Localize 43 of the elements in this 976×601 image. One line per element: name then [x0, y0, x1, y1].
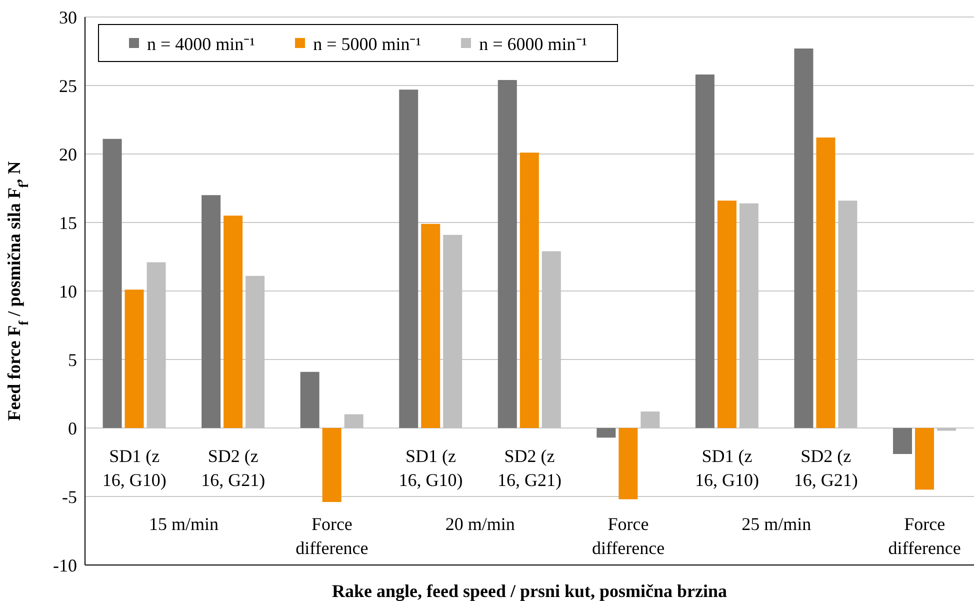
annotation: 20 m/min: [445, 514, 515, 534]
bar: [915, 428, 934, 490]
bar: [893, 428, 912, 454]
bar: [695, 74, 714, 428]
x-tick-label: Force difference: [296, 514, 368, 558]
annotation: 15 m/min: [149, 514, 219, 534]
bar: [618, 428, 638, 500]
bar: [498, 80, 517, 428]
y-tick-label: 0: [68, 418, 77, 438]
x-tick-label: SD2 (z 16, G21): [201, 446, 266, 490]
bar: [421, 224, 440, 428]
bar: [102, 138, 122, 428]
x-tick-label: Force difference: [888, 514, 961, 558]
bar: [596, 428, 616, 438]
y-tick-label: -10: [53, 555, 77, 576]
x-tick-label: SD1 (z 16, G10): [102, 446, 166, 490]
y-tick-label: 15: [59, 212, 77, 233]
x-tick-label: SD2 (z 16, G21): [498, 446, 562, 490]
x-tick-label: SD2 (z 16, G21): [794, 446, 858, 490]
bar: [520, 152, 539, 428]
x-axis-title: Rake angle, feed speed / prsni kut, posmična brzina: [332, 581, 728, 601]
bar: [794, 48, 814, 428]
bar: [816, 138, 836, 428]
bar: [124, 290, 144, 428]
x-tick-label: Force difference: [592, 514, 665, 558]
bar: [300, 372, 320, 428]
legend-label: n = 4000 min⁻¹: [147, 33, 256, 55]
legend-label: n = 6000 min⁻¹: [479, 33, 588, 55]
x-tick-label: SD1 (z 16, G10): [398, 446, 463, 490]
bar: [399, 90, 418, 428]
bar: [717, 200, 736, 428]
legend-label: n = 5000 min⁻¹: [313, 33, 422, 55]
y-tick-label: 10: [59, 281, 77, 302]
bar: [224, 216, 243, 428]
x-tick-label: SD1 (z 16, G10): [695, 446, 760, 490]
y-tick-label: 25: [59, 76, 77, 96]
annotation: 25 m/min: [742, 514, 812, 534]
y-tick-label: 30: [59, 7, 77, 28]
y-tick-label: -5: [62, 486, 77, 507]
bar: [202, 195, 221, 428]
y-tick-label: 5: [68, 350, 77, 370]
y-tick-label: 20: [59, 144, 77, 164]
bar: [322, 428, 342, 502]
